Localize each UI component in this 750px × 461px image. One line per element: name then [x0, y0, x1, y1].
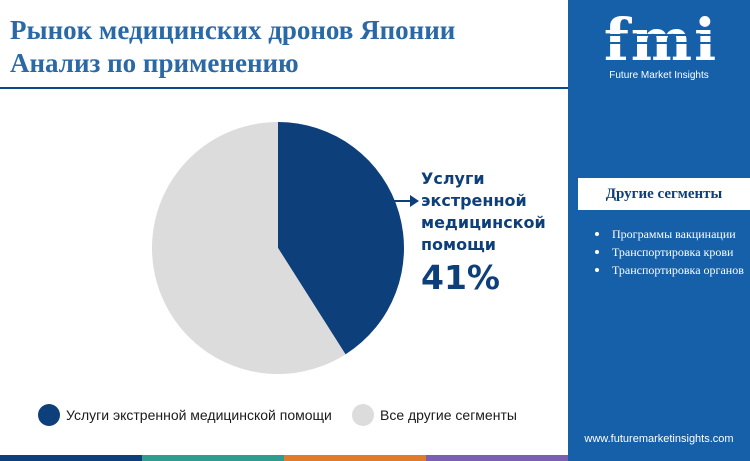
list-item: Программы вакцинации: [594, 226, 744, 242]
logo-tagline: Future Market Insights: [609, 70, 709, 81]
pie-slice-emergency: [278, 122, 404, 355]
other-segments-heading: Другие сегменты: [578, 178, 750, 210]
title-line-2: Анализ по применению: [10, 48, 299, 78]
legend-item-other: Все другие сегменты: [352, 398, 517, 432]
bottom-bar-segment: [426, 455, 568, 461]
legend-label: Услуги экстренной медицинской помощи: [66, 407, 332, 423]
svg-text:fmi: fmi: [604, 10, 718, 72]
slice-callout-percent: 41%: [421, 258, 500, 297]
bottom-bar-segment: [0, 455, 142, 461]
chart-title: Рынок медицинских дронов Японии Анализ п…: [10, 14, 560, 80]
legend-swatch: [38, 404, 60, 426]
pie-chart: [152, 122, 404, 374]
pie-slice-other: [152, 122, 346, 374]
chart-legend: Услуги экстренной медицинской помощи Все…: [38, 398, 568, 432]
list-item: Транспортировка органов: [594, 262, 744, 278]
title-line-1: Рынок медицинских дронов Японии: [10, 15, 456, 45]
slice-callout-label: Услуги экстренной медицинской помощи: [421, 168, 571, 256]
fmi-logo-icon: fmi: [604, 10, 718, 72]
title-divider: [0, 87, 568, 89]
bottom-color-bar: [0, 455, 568, 461]
legend-item-emergency: Услуги экстренной медицинской помощи: [38, 398, 332, 432]
legend-swatch: [352, 404, 374, 426]
bottom-bar-segment: [142, 455, 284, 461]
callout-line: Услуги: [421, 169, 485, 188]
other-segments-list: Программы вакцинации Транспортировка кро…: [594, 226, 744, 280]
list-item: Транспортировка крови: [594, 244, 744, 260]
callout-arrow-icon: [392, 195, 419, 207]
pie-slices: [152, 122, 404, 374]
callout-line: помощи: [421, 235, 497, 254]
callout-line: медицинской: [421, 213, 546, 232]
legend-label: Все другие сегменты: [380, 407, 517, 423]
website-link[interactable]: www.futuremarketinsights.com: [584, 433, 734, 445]
callout-line: экстренной: [421, 191, 527, 210]
bottom-bar-segment: [284, 455, 426, 461]
sidebar-panel: fmi Future Market Insights Другие сегмен…: [568, 0, 750, 461]
